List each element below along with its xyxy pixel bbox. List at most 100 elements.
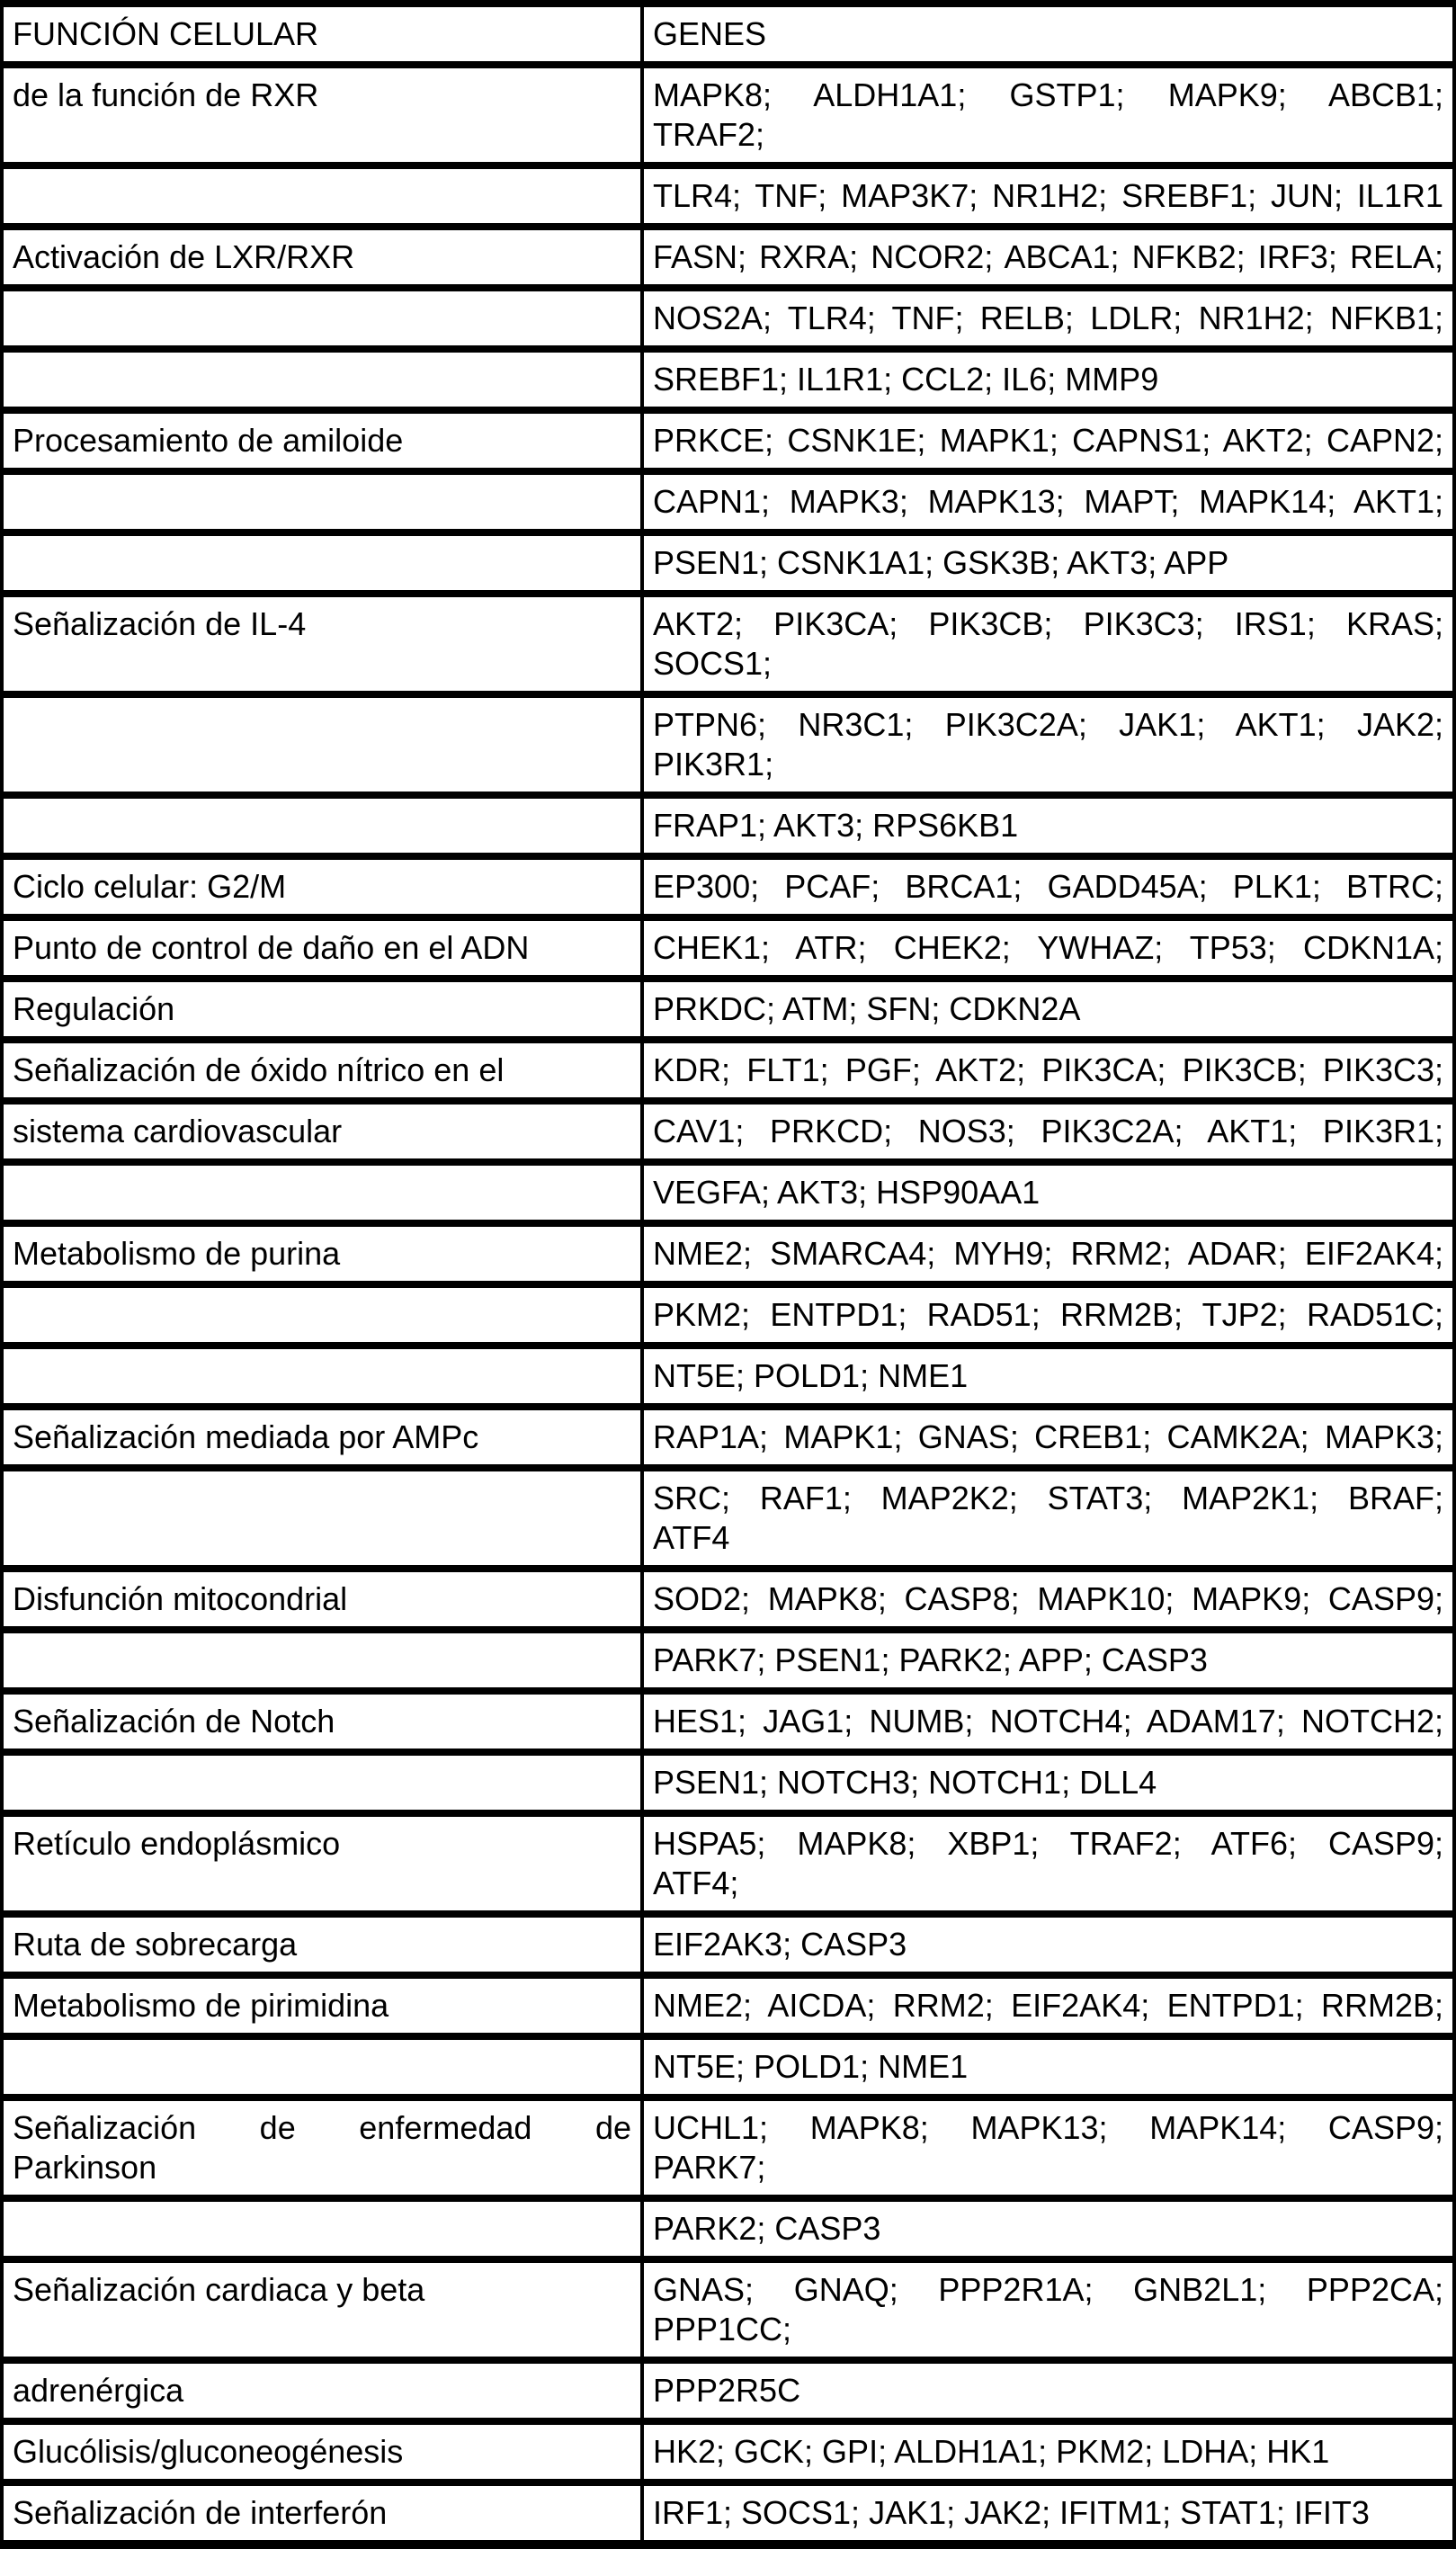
text-line: Señalización cardiaca y beta xyxy=(13,2271,425,2308)
text-line: Señalización mediada por AMPc xyxy=(13,1418,479,1455)
text-line: Señalización de IL-4 xyxy=(13,605,307,642)
funcion-cell: Activación de LXR/RXR xyxy=(0,223,644,291)
table-row: Señalización de interferón IRF1; SOCS1; J… xyxy=(0,2479,1456,2548)
table-row: PSEN1; NOTCH3; NOTCH1; DLL4 xyxy=(0,1749,1456,1817)
genes-cell: FRAP1; AKT3; RPS6KB1 xyxy=(640,792,1456,860)
table-row: Metabolismo de purina NME2; SMARCA4; MYH9… xyxy=(0,1220,1456,1288)
text-line: CAPN1; MAPK3; MAPK13; MAPT; MAPK14; AKT1… xyxy=(653,483,1443,520)
funcion-cell: Disfunción mitocondrial xyxy=(0,1565,644,1633)
table-header-row: FUNCIÓN CELULAR GENES xyxy=(0,0,1456,68)
text-line: ATF4 xyxy=(653,1519,730,1556)
genes-cell: EP300; PCAF; BRCA1; GADD45A; PLK1; BTRC; xyxy=(640,853,1456,921)
table-row: Activación de LXR/RXR FASN; RXRA; NCOR2; … xyxy=(0,223,1456,291)
text-line: EIF2AK3; CASP3 xyxy=(653,1926,907,1963)
text-line: HK2; GCK; GPI; ALDH1A1; PKM2; LDHA; HK1 xyxy=(653,2433,1330,2470)
table-row: CAPN1; MAPK3; MAPK13; MAPT; MAPK14; AKT1… xyxy=(0,468,1456,536)
funcion-cell xyxy=(0,1464,644,1572)
funcion-cell xyxy=(0,2195,644,2263)
text-line: AKT2; PIK3CA; PIK3CB; PIK3C3; IRS1; KRAS… xyxy=(653,605,1443,642)
text-line: Señalización de interferón xyxy=(13,2494,388,2531)
genes-cell: PTPN6; NR3C1; PIK3C2A; JAK1; AKT1; JAK2;… xyxy=(640,691,1456,799)
text-line: ATF4; xyxy=(653,1865,739,1901)
funcion-cell xyxy=(0,1342,644,1410)
text-line: IRF1; SOCS1; JAK1; JAK2; IFITM1; STAT1; … xyxy=(653,2494,1370,2531)
text-line: SRC; RAF1; MAP2K2; STAT3; MAP2K1; BRAF; xyxy=(653,1480,1443,1516)
table-row: Glucólisis/gluconeogénesis HK2; GCK; GPI;… xyxy=(0,2418,1456,2486)
text-line: PIK3R1; xyxy=(653,746,774,783)
text-line: Glucólisis/gluconeogénesis xyxy=(13,2433,404,2470)
table-row: VEGFA; AKT3; HSP90AA1 xyxy=(0,1158,1456,1227)
text-line: PARK7; PSEN1; PARK2; APP; CASP3 xyxy=(653,1641,1208,1678)
funcion-cell xyxy=(0,792,644,860)
funcion-cell: Glucólisis/gluconeogénesis xyxy=(0,2418,644,2486)
funcion-cell xyxy=(0,345,644,414)
text-line: NME2; AICDA; RRM2; EIF2AK4; ENTPD1; RRM2… xyxy=(653,1987,1443,2024)
text-line: Activación de LXR/RXR xyxy=(13,238,355,275)
text-line: HES1; JAG1; NUMB; NOTCH4; ADAM17; NOTCH2… xyxy=(653,1703,1443,1740)
text-line: CAV1; PRKCD; NOS3; PIK3C2A; AKT1; PIK3R1… xyxy=(653,1113,1443,1149)
funcion-cell xyxy=(0,691,644,799)
text-line: Disfunción mitocondrial xyxy=(13,1580,348,1617)
table-row: NOS2A; TLR4; TNF; RELB; LDLR; NR1H2; NFK… xyxy=(0,284,1456,353)
table-row: Procesamiento de amiloide PRKCE; CSNK1E; … xyxy=(0,407,1456,475)
genes-cell: HK2; GCK; GPI; ALDH1A1; PKM2; LDHA; HK1 xyxy=(640,2418,1456,2486)
text-line: PRKCE; CSNK1E; MAPK1; CAPNS1; AKT2; CAPN… xyxy=(653,422,1443,459)
text-line: PARK2; CASP3 xyxy=(653,2210,881,2247)
text-line: PPP2R5C xyxy=(653,2372,801,2409)
funcion-cell xyxy=(0,468,644,536)
genes-cell: UCHL1; MAPK8; MAPK13; MAPK14; CASP9; PARK… xyxy=(640,2094,1456,2202)
funcion-cell xyxy=(0,2033,644,2101)
text-line: Señalización de óxido nítrico en el xyxy=(13,1051,505,1088)
genes-cell: NOS2A; TLR4; TNF; RELB; LDLR; NR1H2; NFK… xyxy=(640,284,1456,353)
genes-cell: NT5E; POLD1; NME1 xyxy=(640,1342,1456,1410)
funcion-cell xyxy=(0,1158,644,1227)
text-line: Ruta de sobrecarga xyxy=(13,1926,298,1963)
table-row: PSEN1; CSNK1A1; GSK3B; AKT3; APP xyxy=(0,529,1456,597)
text-line: FRAP1; AKT3; RPS6KB1 xyxy=(653,807,1019,844)
genes-cell: SOD2; MAPK8; CASP8; MAPK10; MAPK9; CASP9… xyxy=(640,1565,1456,1633)
table-row: NT5E; POLD1; NME1 xyxy=(0,1342,1456,1410)
table-row: FRAP1; AKT3; RPS6KB1 xyxy=(0,792,1456,860)
funcion-cell xyxy=(0,1749,644,1817)
table-body: de la función de RXR MAPK8; ALDH1A1; GSTP… xyxy=(0,61,1456,2548)
text-line: CHEK1; ATR; CHEK2; YWHAZ; TP53; CDKN1A; xyxy=(653,929,1443,966)
table-row: Ciclo celular: G2/M EP300; PCAF; BRCA1; G… xyxy=(0,853,1456,921)
text-line: PTPN6; NR3C1; PIK3C2A; JAK1; AKT1; JAK2; xyxy=(653,706,1443,743)
funcion-cell: Señalización de interferón xyxy=(0,2479,644,2548)
table-row: PTPN6; NR3C1; PIK3C2A; JAK1; AKT1; JAK2;… xyxy=(0,691,1456,799)
text-line: Punto de control de daño en el ADN xyxy=(13,929,530,966)
table-row: PARK7; PSEN1; PARK2; APP; CASP3 xyxy=(0,1626,1456,1695)
text-line: RAP1A; MAPK1; GNAS; CREB1; CAMK2A; MAPK3… xyxy=(653,1418,1443,1455)
genes-cell: HES1; JAG1; NUMB; NOTCH4; ADAM17; NOTCH2… xyxy=(640,1687,1456,1756)
genes-cell: CAV1; PRKCD; NOS3; PIK3C2A; AKT1; PIK3R1… xyxy=(640,1097,1456,1166)
funcion-cell: adrenérgica xyxy=(0,2357,644,2425)
table-row: Disfunción mitocondrial SOD2; MAPK8; CASP… xyxy=(0,1565,1456,1633)
text-line: PARK7; xyxy=(653,2149,766,2186)
genes-cell: AKT2; PIK3CA; PIK3CB; PIK3C3; IRS1; KRAS… xyxy=(640,590,1456,698)
text-line: EP300; PCAF; BRCA1; GADD45A; PLK1; BTRC; xyxy=(653,868,1443,905)
text-line: MAPK8; ALDH1A1; GSTP1; MAPK9; ABCB1; xyxy=(653,76,1443,113)
funcion-cell: Retículo endoplásmico xyxy=(0,1810,644,1918)
table-row: adrenérgica PPP2R5C xyxy=(0,2357,1456,2425)
text-line: adrenérgica xyxy=(13,2372,184,2409)
genes-cell: CAPN1; MAPK3; MAPK13; MAPT; MAPK14; AKT1… xyxy=(640,468,1456,536)
genes-cell: KDR; FLT1; PGF; AKT2; PIK3CA; PIK3CB; PI… xyxy=(640,1036,1456,1105)
genes-cell: PRKDC; ATM; SFN; CDKN2A xyxy=(640,975,1456,1043)
text-line: TRAF2; xyxy=(653,116,765,153)
table-row: TLR4; TNF; MAP3K7; NR1H2; SREBF1; JUN; I… xyxy=(0,162,1456,230)
genes-cell: PSEN1; CSNK1A1; GSK3B; AKT3; APP xyxy=(640,529,1456,597)
funcion-cell: Regulación xyxy=(0,975,644,1043)
text-line: Parkinson xyxy=(13,2149,157,2186)
genes-cell: EIF2AK3; CASP3 xyxy=(640,1910,1456,1979)
text-line: FASN; RXRA; NCOR2; ABCA1; NFKB2; IRF3; R… xyxy=(653,238,1443,275)
funcion-cell xyxy=(0,1281,644,1349)
genes-cell: IRF1; SOCS1; JAK1; JAK2; IFITM1; STAT1; … xyxy=(640,2479,1456,2548)
funcion-cell: Ruta de sobrecarga xyxy=(0,1910,644,1979)
funcion-cell: sistema cardiovascular xyxy=(0,1097,644,1166)
funcion-cell xyxy=(0,162,644,230)
genes-cell: PARK7; PSEN1; PARK2; APP; CASP3 xyxy=(640,1626,1456,1695)
text-line: Regulación xyxy=(13,990,175,1027)
genes-cell: CHEK1; ATR; CHEK2; YWHAZ; TP53; CDKN1A; xyxy=(640,914,1456,982)
text-line: sistema cardiovascular xyxy=(13,1113,343,1149)
genes-cell: PPP2R5C xyxy=(640,2357,1456,2425)
